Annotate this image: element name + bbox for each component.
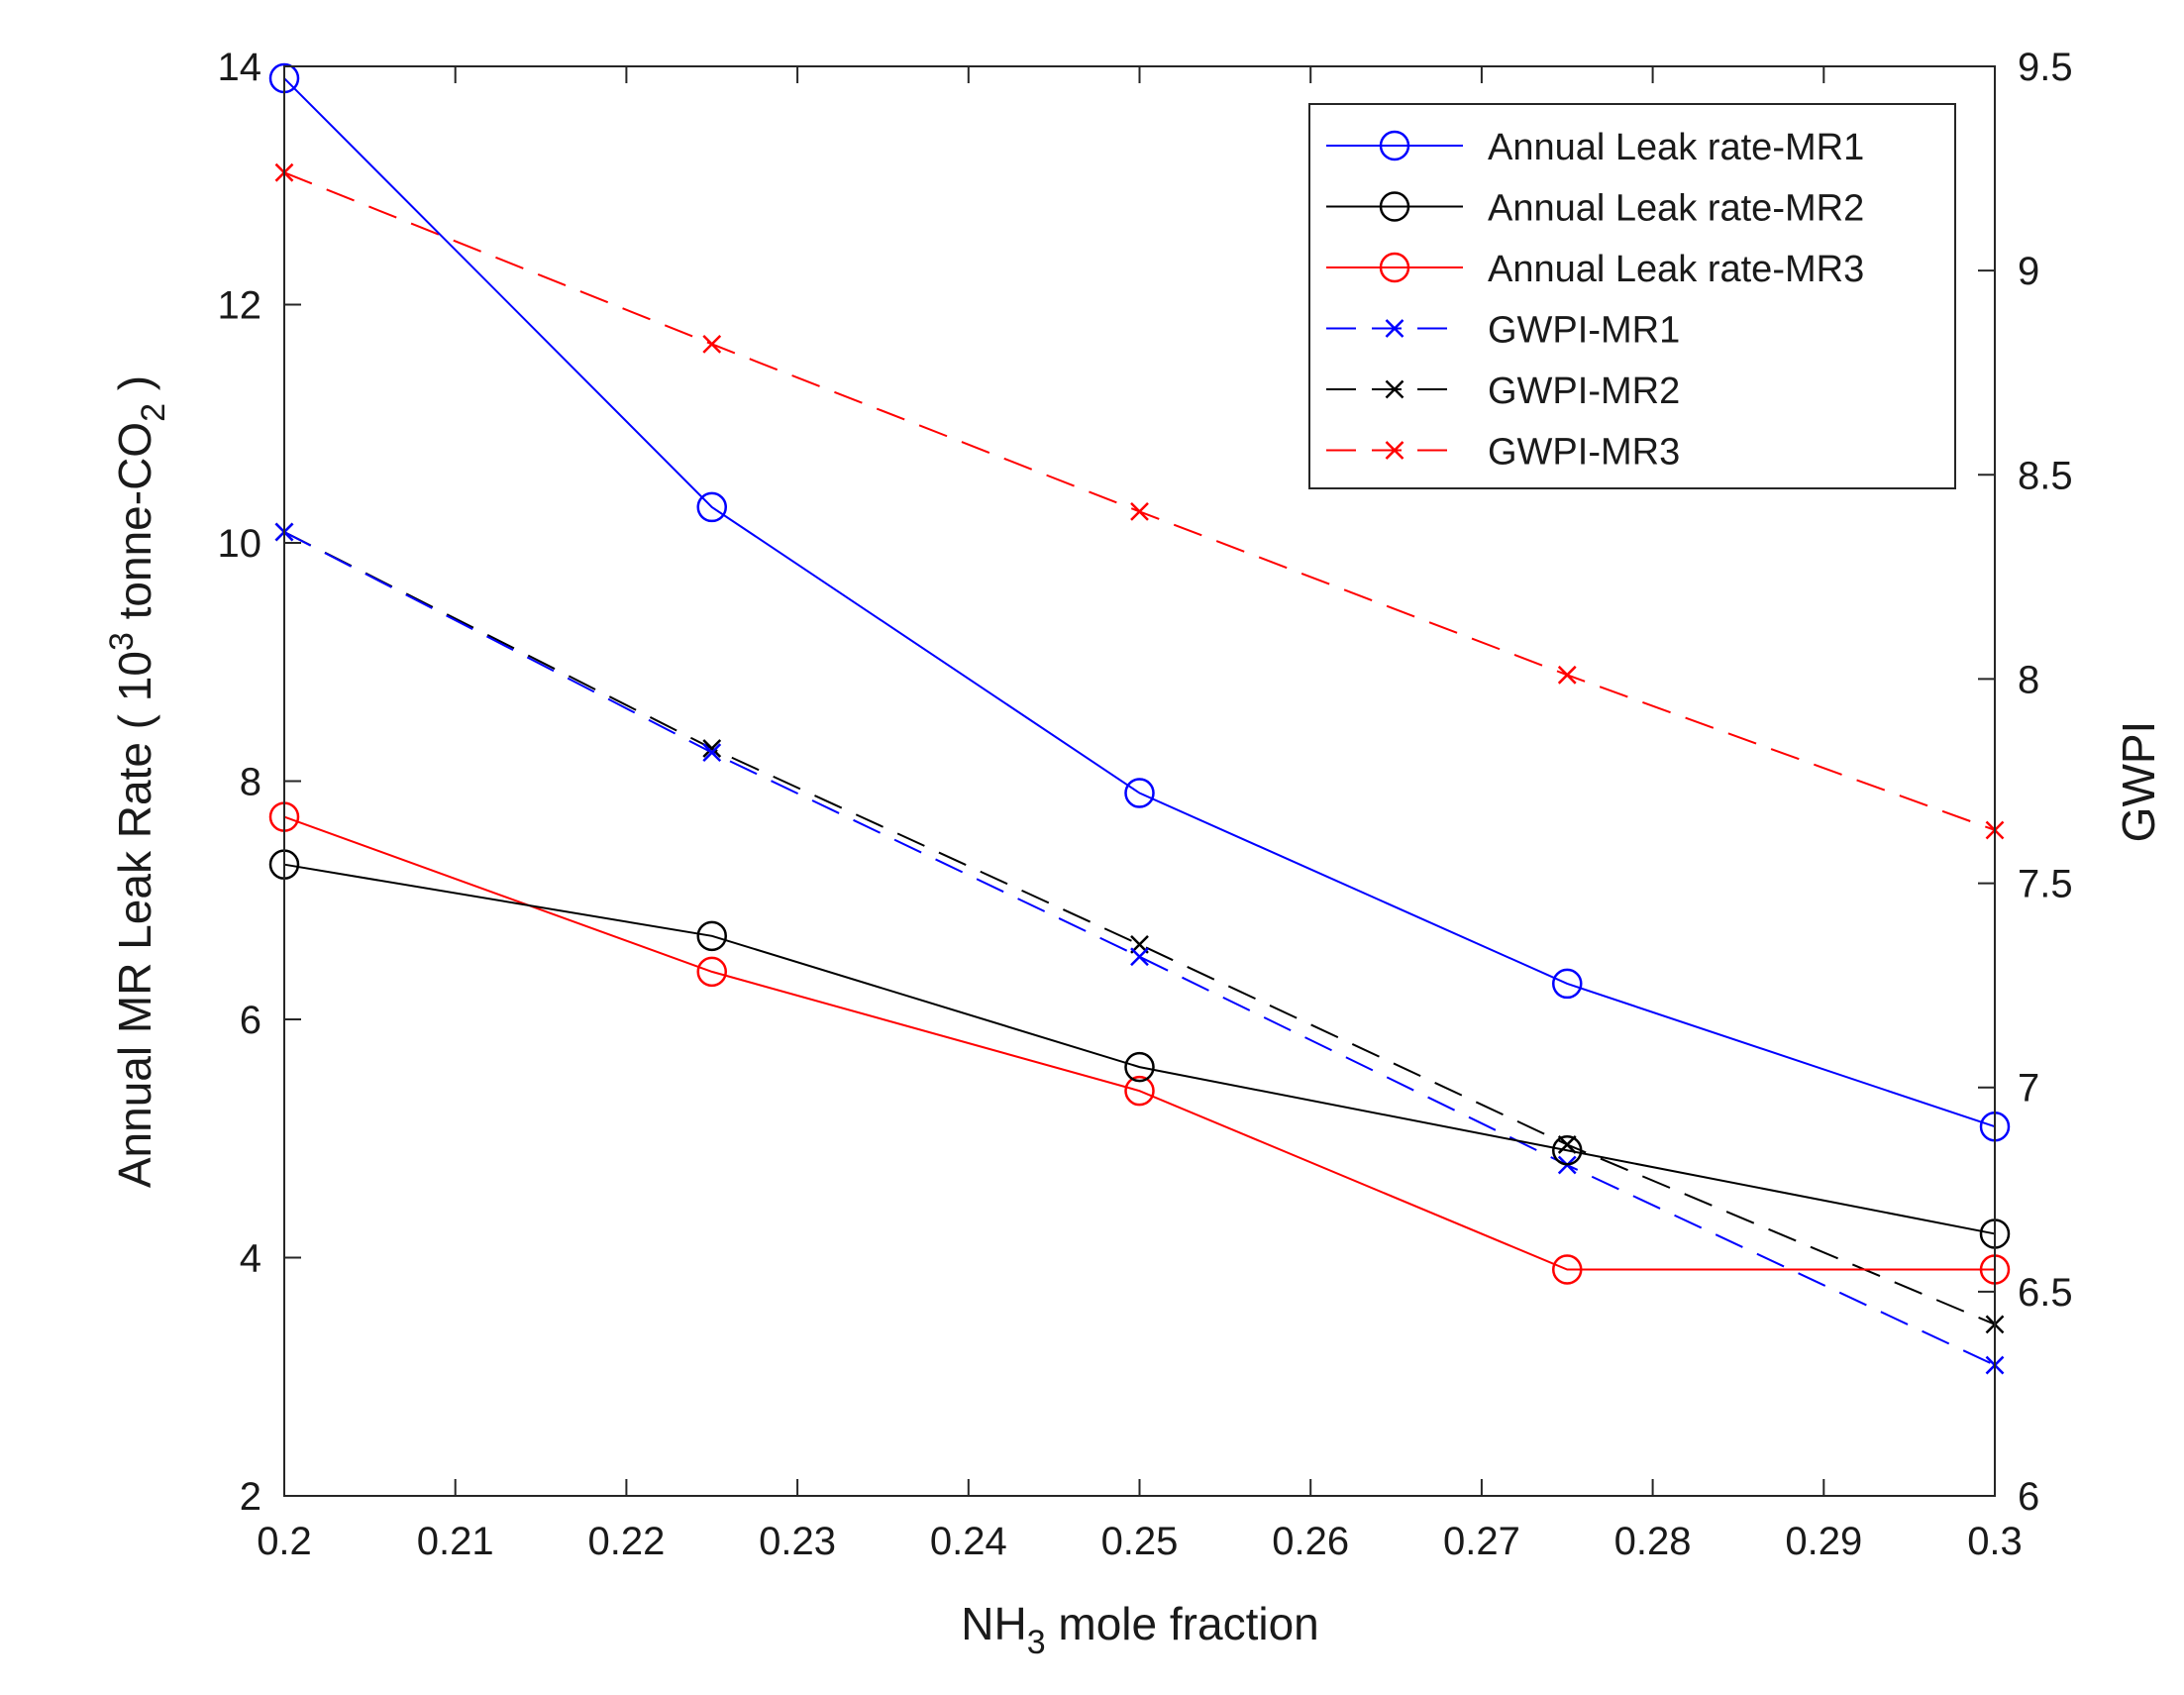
y-right-tick-label: 8.5 — [2018, 454, 2073, 497]
legend-entry-gwpi-mr2: GWPI-MR2 — [1326, 371, 1680, 412]
y-left-tick-label: 6 — [240, 999, 261, 1042]
legend-marker — [1379, 130, 1410, 161]
x-tick-label: 0.21 — [417, 1520, 494, 1563]
series-line-annual-leak-rate-mr1 — [283, 77, 1996, 1128]
legend-box — [1308, 103, 1956, 489]
legend-label: Annual Leak rate-MR2 — [1488, 188, 1864, 230]
data-point-annual-leak-rate-mr3 — [1124, 1075, 1155, 1107]
y-left-tick-label: 2 — [240, 1475, 261, 1519]
data-point-gwpi-mr1 — [702, 743, 722, 763]
legend-label: Annual Leak rate-MR3 — [1488, 249, 1864, 290]
x-tick-label: 0.28 — [1614, 1520, 1692, 1563]
data-point-annual-leak-rate-mr1 — [1124, 778, 1155, 808]
legend-marker — [1385, 379, 1404, 399]
y-right-tick-label: 9 — [2018, 250, 2039, 293]
y-left-tick-label: 4 — [240, 1237, 261, 1281]
data-point-gwpi-mr3 — [702, 334, 722, 354]
legend-entry-gwpi-mr3: GWPI-MR3 — [1326, 432, 1680, 474]
legend-marker — [1379, 252, 1410, 283]
y-left-tick-label: 10 — [218, 522, 262, 566]
y-left-tick-label: 8 — [240, 761, 261, 804]
x-axis-title: NH3 mole fraction — [961, 1598, 1319, 1661]
x-tick-label: 0.23 — [759, 1520, 836, 1563]
y-axis-left-title: Annual MR Leak Rate ( 103 tonne-CO2 ) — [103, 375, 172, 1188]
y-right-tick-label: 6.5 — [2018, 1271, 2073, 1315]
data-point-gwpi-mr1 — [1130, 947, 1149, 967]
data-point-annual-leak-rate-mr3 — [1552, 1254, 1583, 1285]
legend-label: GWPI-MR1 — [1488, 310, 1680, 352]
y-left-tick-label: 14 — [218, 46, 262, 89]
legend-marker — [1385, 441, 1404, 460]
legend-entry-gwpi-mr1: GWPI-MR1 — [1326, 310, 1680, 352]
x-tick-label: 0.3 — [1967, 1520, 2023, 1563]
legend-entry-annual-leak-rate-mr1: Annual Leak rate-MR1 — [1326, 127, 1864, 168]
series-line-annual-leak-rate-mr3 — [283, 815, 1995, 1271]
x-tick-label: 0.22 — [587, 1520, 665, 1563]
series-line-annual-leak-rate-mr2 — [283, 863, 1996, 1235]
y-right-tick-label: 7.5 — [2018, 863, 2073, 906]
data-point-annual-leak-rate-mr2 — [1552, 1135, 1583, 1166]
y-right-tick-label: 8 — [2018, 658, 2039, 701]
legend-label: Annual Leak rate-MR1 — [1488, 127, 1864, 168]
y-right-tick-label: 9.5 — [2018, 46, 2073, 89]
x-tick-label: 0.26 — [1272, 1520, 1349, 1563]
y-right-tick-label: 6 — [2018, 1475, 2039, 1519]
legend: Annual Leak rate-MR1 Annual Leak rate-MR2… — [1308, 103, 1956, 489]
data-point-annual-leak-rate-mr1 — [696, 491, 727, 523]
data-point-gwpi-mr3 — [1557, 665, 1577, 685]
x-tick-label: 0.29 — [1785, 1520, 1862, 1563]
x-tick-label: 0.27 — [1443, 1520, 1520, 1563]
data-point-annual-leak-rate-mr2 — [696, 920, 727, 952]
legend-entry-annual-leak-rate-mr2: Annual Leak rate-MR2 — [1326, 188, 1864, 230]
data-point-annual-leak-rate-mr3 — [696, 956, 727, 988]
legend-label: GWPI-MR3 — [1488, 432, 1680, 474]
axes-layer: 0.2 0.21 0.22 0.23 0.24 0.25 0.26 0.27 0.28 0.29 0… — [218, 46, 2073, 1563]
series-line-gwpi-mr2 — [283, 531, 1996, 1325]
x-tick-label: 0.25 — [1101, 1520, 1179, 1563]
y-axis-right-title: GWPI — [2113, 721, 2164, 843]
data-point-gwpi-mr3 — [1130, 502, 1149, 521]
legend-label: GWPI-MR2 — [1488, 371, 1680, 412]
legend-marker — [1385, 319, 1404, 338]
data-point-gwpi-mr2 — [702, 739, 722, 758]
data-point-annual-leak-rate-mr2 — [1124, 1051, 1155, 1083]
y-right-tick-label: 7 — [2018, 1067, 2039, 1111]
series-line-gwpi-mr1 — [283, 531, 1996, 1366]
y-left-tick-label: 12 — [218, 284, 262, 328]
x-tick-label: 0.24 — [930, 1520, 1007, 1563]
legend-entry-annual-leak-rate-mr3: Annual Leak rate-MR3 — [1326, 249, 1864, 290]
data-point-annual-leak-rate-mr1 — [1552, 968, 1583, 1000]
x-tick-label: 0.2 — [257, 1520, 312, 1563]
legend-marker — [1379, 191, 1410, 222]
